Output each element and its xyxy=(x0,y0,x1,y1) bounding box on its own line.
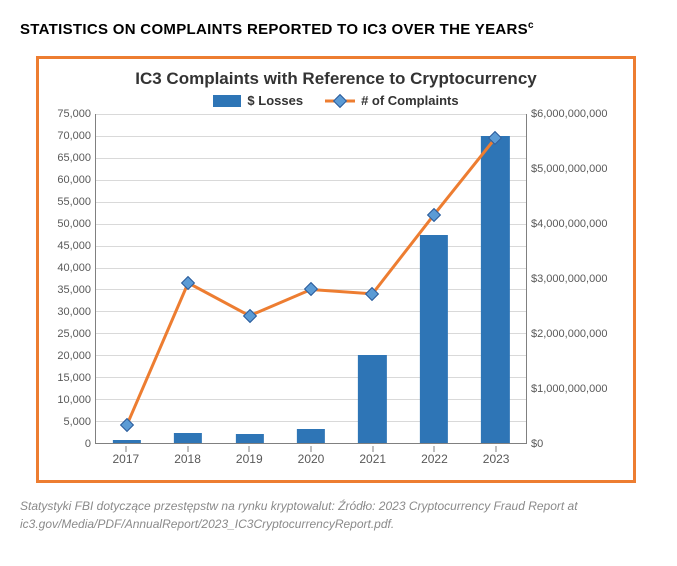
y-left-tick-label: 5,000 xyxy=(63,416,91,428)
y-left-tick-label: 65,000 xyxy=(57,152,91,164)
y-right-tick-label: $1,000,000,000 xyxy=(531,383,607,395)
x-tick-label: 2020 xyxy=(298,452,325,466)
y-right-tick-label: $3,000,000,000 xyxy=(531,273,607,285)
bar-swatch-icon xyxy=(213,95,241,107)
y-axis-right-labels: $0$1,000,000,000$2,000,000,000$3,000,000… xyxy=(527,114,627,444)
y-right-tick-label: $4,000,000,000 xyxy=(531,218,607,230)
x-tick xyxy=(187,446,188,452)
y-right-tick-label: $6,000,000,000 xyxy=(531,108,607,120)
y-left-tick-label: 55,000 xyxy=(57,196,91,208)
x-tick-label: 2018 xyxy=(174,452,201,466)
legend-line-label: # of Complaints xyxy=(361,93,459,108)
x-tick xyxy=(311,446,312,452)
x-tick xyxy=(125,446,126,452)
x-tick-label: 2023 xyxy=(483,452,510,466)
chart-legend: $ Losses # of Complaints xyxy=(45,93,627,108)
x-tick-label: 2021 xyxy=(359,452,386,466)
y-left-tick-label: 70,000 xyxy=(57,130,91,142)
x-tick xyxy=(496,446,497,452)
y-left-tick-label: 35,000 xyxy=(57,284,91,296)
line-series-svg xyxy=(96,114,526,443)
y-left-tick-label: 40,000 xyxy=(57,262,91,274)
y-left-tick-label: 75,000 xyxy=(57,108,91,120)
x-tick xyxy=(249,446,250,452)
y-right-tick-label: $2,000,000,000 xyxy=(531,328,607,340)
y-left-tick-label: 60,000 xyxy=(57,174,91,186)
caption: Statystyki FBI dotyczące przestępstw na … xyxy=(20,497,657,533)
y-left-tick-label: 10,000 xyxy=(57,394,91,406)
x-tick-label: 2019 xyxy=(236,452,263,466)
page-heading-sup: c xyxy=(528,20,534,31)
legend-item-bars: $ Losses xyxy=(213,93,303,108)
y-axis-left-labels: 05,00010,00015,00020,00025,00030,00035,0… xyxy=(45,114,95,444)
line-swatch-icon xyxy=(325,94,355,108)
chart-container: IC3 Complaints with Reference to Cryptoc… xyxy=(36,56,636,483)
y-left-tick-label: 50,000 xyxy=(57,218,91,230)
x-tick-label: 2017 xyxy=(112,452,139,466)
x-tick xyxy=(372,446,373,452)
x-tick xyxy=(434,446,435,452)
legend-bars-label: $ Losses xyxy=(247,93,303,108)
y-right-tick-label: $0 xyxy=(531,438,543,450)
caption-line-2: ic3.gov/Media/PDF/AnnualReport/2023_IC3C… xyxy=(20,517,394,531)
caption-line-1: Statystyki FBI dotyczące przestępstw na … xyxy=(20,499,578,513)
y-left-tick-label: 45,000 xyxy=(57,240,91,252)
plot-area-wrapper: 0 5,000 10,000 15,000 20,000 25,000 30,000 35,0… xyxy=(45,114,627,474)
x-axis-labels: 2017 2018 2019 2020 2021 2022 2023 xyxy=(95,446,527,474)
page-heading: STATISTICS ON COMPLAINTS REPORTED TO IC3… xyxy=(20,20,657,38)
x-tick-label: 2022 xyxy=(421,452,448,466)
plot-area xyxy=(95,114,527,444)
y-right-tick-label: $5,000,000,000 xyxy=(531,163,607,175)
y-left-tick-label: 30,000 xyxy=(57,306,91,318)
y-left-tick-label: 20,000 xyxy=(57,350,91,362)
y-left-tick-label: 0 xyxy=(85,438,91,450)
page-heading-text: STATISTICS ON COMPLAINTS REPORTED TO IC3… xyxy=(20,21,528,38)
legend-item-line: # of Complaints xyxy=(325,93,459,108)
y-left-tick-label: 25,000 xyxy=(57,328,91,340)
chart-title: IC3 Complaints with Reference to Cryptoc… xyxy=(45,69,627,89)
y-left-tick-label: 15,000 xyxy=(57,372,91,384)
